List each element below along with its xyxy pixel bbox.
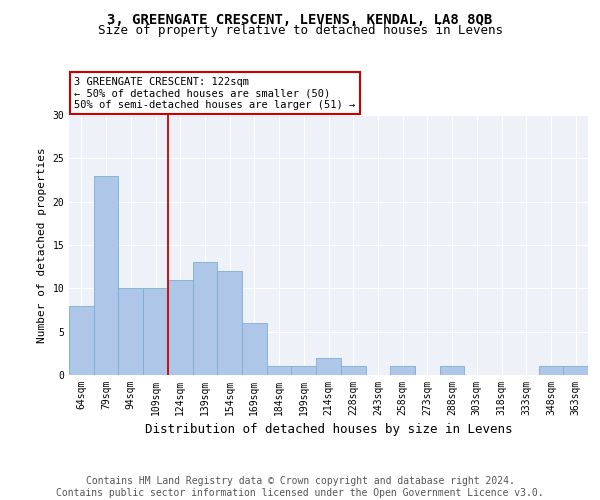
Text: 3 GREENGATE CRESCENT: 122sqm
← 50% of detached houses are smaller (50)
50% of se: 3 GREENGATE CRESCENT: 122sqm ← 50% of de… — [74, 76, 355, 110]
Bar — [168, 280, 193, 375]
Bar — [539, 366, 563, 375]
Text: Contains HM Land Registry data © Crown copyright and database right 2024.
Contai: Contains HM Land Registry data © Crown c… — [56, 476, 544, 498]
Bar — [217, 271, 242, 375]
Bar — [242, 323, 267, 375]
Text: 3, GREENGATE CRESCENT, LEVENS, KENDAL, LA8 8QB: 3, GREENGATE CRESCENT, LEVENS, KENDAL, L… — [107, 12, 493, 26]
Bar — [267, 366, 292, 375]
Bar — [341, 366, 365, 375]
Text: Size of property relative to detached houses in Levens: Size of property relative to detached ho… — [97, 24, 503, 37]
Bar — [316, 358, 341, 375]
X-axis label: Distribution of detached houses by size in Levens: Distribution of detached houses by size … — [145, 424, 512, 436]
Bar — [69, 306, 94, 375]
Y-axis label: Number of detached properties: Number of detached properties — [37, 147, 47, 343]
Bar — [193, 262, 217, 375]
Bar — [390, 366, 415, 375]
Bar — [94, 176, 118, 375]
Bar — [143, 288, 168, 375]
Bar — [440, 366, 464, 375]
Bar — [563, 366, 588, 375]
Bar — [292, 366, 316, 375]
Bar — [118, 288, 143, 375]
